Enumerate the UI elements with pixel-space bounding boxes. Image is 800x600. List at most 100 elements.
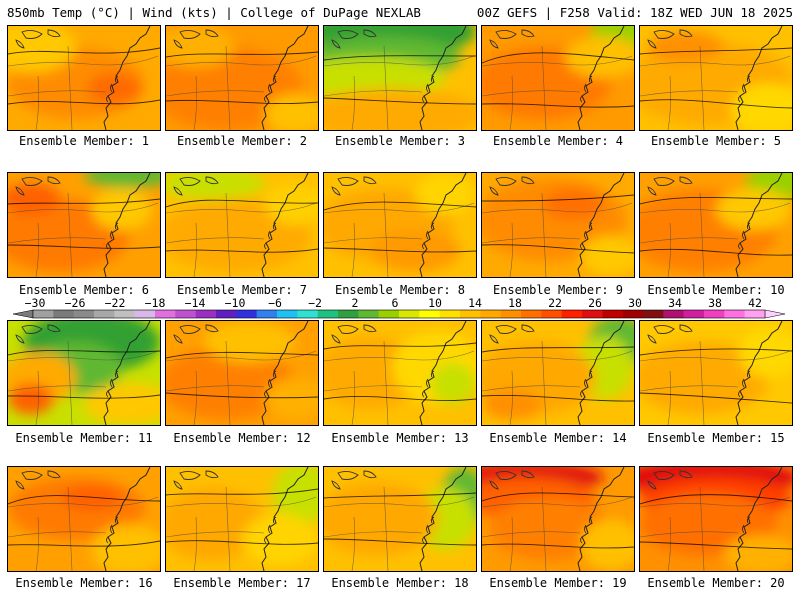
ensemble-map-panel [323, 172, 477, 278]
height-contour [482, 346, 634, 402]
temperature-contour-region [264, 183, 318, 225]
great-lakes-outline [489, 324, 535, 344]
state-borders [482, 486, 633, 571]
bay-outline [738, 75, 751, 103]
temperature-contour-region [242, 513, 318, 566]
height-contour [640, 494, 792, 550]
bay-outline [738, 370, 751, 398]
temperature-map [324, 26, 476, 130]
state-borders [640, 486, 791, 571]
ensemble-member-label: Ensemble Member: 20 [647, 576, 785, 590]
temperature-map [640, 173, 792, 277]
temperature-map [482, 321, 634, 425]
ensemble-member-label: Ensemble Member: 9 [492, 283, 624, 297]
temperature-contour-region [430, 362, 476, 405]
colorbar-segment [277, 310, 298, 318]
bay-outline [422, 516, 435, 544]
colorbar-outline [32, 309, 766, 319]
height-contour [640, 196, 792, 256]
height-contour [8, 47, 160, 105]
temperature-map [482, 467, 634, 571]
ensemble-map-panel [165, 320, 319, 426]
ensemble-member-label: Ensemble Member: 1 [18, 134, 150, 148]
ensemble-member-label: Ensemble Member: 2 [176, 134, 308, 148]
state-borders [8, 340, 159, 425]
colorbar-tick-label: −26 [65, 296, 86, 310]
great-lakes-outline [331, 176, 377, 196]
ensemble-member-label: Ensemble Member: 18 [331, 576, 469, 590]
height-contour [482, 492, 634, 549]
great-lakes-outline [647, 324, 693, 344]
state-borders [8, 45, 159, 130]
ensemble-member-label: Ensemble Member: 8 [334, 283, 466, 297]
temperature-contour-region [8, 383, 54, 415]
coastline [735, 26, 783, 130]
colorbar-tick-label: −2 [308, 296, 322, 310]
state-borders [166, 192, 317, 277]
coastline [577, 26, 625, 130]
temperature-contour-region [84, 383, 160, 425]
ensemble-member-label: Ensemble Member: 16 [15, 576, 153, 590]
great-lakes-outline [173, 176, 219, 196]
bay-outline [580, 222, 593, 250]
great-lakes-outline [15, 176, 61, 196]
colorbar-segment [561, 310, 583, 318]
great-lakes-outline [489, 470, 535, 490]
great-lakes-outline [173, 324, 219, 344]
header-valid-time: 00Z GEFS | F258 Valid: 18Z WED JUN 18 20… [476, 5, 793, 20]
ensemble-map-panel [481, 25, 635, 131]
temperature-contour-region [272, 467, 318, 525]
coastline [103, 26, 151, 130]
colorbar-segment [317, 310, 339, 318]
ensemble-map-panel [7, 466, 161, 572]
temperature-map [324, 467, 476, 571]
bay-outline [738, 222, 751, 250]
height-contour [640, 348, 792, 404]
bay-outline [422, 370, 435, 398]
bay-outline [264, 370, 277, 398]
colorbar-segment [114, 310, 135, 318]
temperature-map [8, 26, 160, 130]
colorbar-segment [236, 310, 257, 318]
coastline [735, 467, 783, 571]
temperature-map [166, 467, 318, 571]
ensemble-member-label: Ensemble Member: 7 [176, 283, 308, 297]
ensemble-member-label: Ensemble Member: 17 [173, 576, 311, 590]
state-borders [482, 45, 633, 130]
colorbar-tick-label: −18 [145, 296, 166, 310]
great-lakes-outline [331, 470, 377, 490]
state-borders [324, 340, 475, 425]
bay-outline [106, 516, 119, 544]
ensemble-map-panel [481, 466, 635, 572]
great-lakes-outline [489, 29, 535, 49]
colorbar-tick-label: −14 [185, 296, 206, 310]
coastline [577, 173, 625, 277]
colorbar-tick-label: −6 [268, 296, 282, 310]
colorbar-right-arrow [764, 309, 786, 319]
ensemble-map-panel [481, 320, 635, 426]
colorbar-segment [480, 310, 501, 318]
height-contour [482, 52, 634, 108]
colorbar-segment [195, 310, 217, 318]
colorbar-segment [541, 310, 562, 318]
bay-outline [264, 75, 277, 103]
colorbar-segment [419, 310, 440, 318]
colorbar-segment [521, 310, 542, 318]
height-contour [324, 55, 476, 105]
height-contour [8, 349, 160, 399]
state-borders [166, 340, 317, 425]
temperature-map [8, 173, 160, 277]
state-borders [640, 340, 791, 425]
state-borders [482, 340, 633, 425]
height-contour [166, 488, 318, 545]
temperature-contour-region [580, 235, 634, 277]
bay-outline [264, 516, 277, 544]
temperature-contour-region [91, 524, 160, 571]
ensemble-map-panel [323, 25, 477, 131]
coastline [419, 467, 467, 571]
temperature-contour-region [647, 31, 724, 63]
colorbar-tick-label: 30 [628, 296, 642, 310]
temperature-map [166, 26, 318, 130]
temperature-map [324, 321, 476, 425]
colorbar-segment [338, 310, 359, 318]
